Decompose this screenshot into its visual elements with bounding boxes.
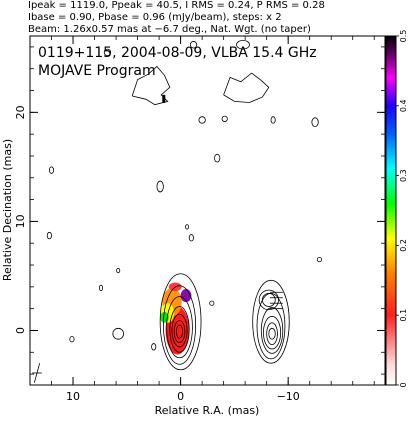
noise-contour — [214, 153, 221, 163]
plot-title: 0119+115, 2004-08-09, VLBA 15.4 GHz — [38, 45, 317, 61]
core-contour — [173, 320, 186, 343]
jet-contour — [266, 322, 278, 346]
jet-contour — [252, 279, 290, 364]
jet-contour — [263, 315, 282, 350]
y-axis-label: Relative Decination (mas) — [1, 139, 14, 281]
noise-contour — [189, 41, 198, 49]
jet-contour — [258, 289, 279, 311]
colorbar-ticks: 0 0.1 0.2 0.3 0.4 0.5 — [396, 30, 408, 388]
axis-ticks: 10 0 −10 0 10 20 — [14, 36, 385, 403]
jet-contour — [260, 307, 284, 354]
core-contour — [159, 273, 202, 371]
extended-contour — [131, 65, 171, 106]
core-contour — [171, 313, 188, 348]
colorbar-tick-label: 0.4 — [399, 99, 408, 112]
extended-contour-inner — [162, 94, 166, 103]
colorbar-gradient — [385, 35, 397, 386]
noise-contour — [209, 300, 215, 306]
plot-area: 0119+115, 2004-08-09, VLBA 15.4 GHz MOJA… — [14, 35, 386, 403]
colorbar: 0 0.1 0.2 0.3 0.4 0.5 — [385, 30, 408, 388]
noise-contour — [151, 343, 157, 351]
plot-frame — [29, 35, 386, 386]
contour-map — [32, 39, 322, 383]
core-contour — [169, 306, 190, 353]
noise-contour — [311, 117, 319, 127]
y-tick-label: 0 — [14, 327, 27, 334]
noise-contour — [236, 39, 250, 50]
plot-subtitle: MOJAVE Program — [38, 63, 156, 79]
x-tick-label: −10 — [277, 390, 300, 403]
header-line-2: Ibase = 0.90, Pbase = 0.96 (mJy/beam), s… — [28, 12, 282, 23]
core-contour — [175, 324, 184, 339]
noise-contour — [69, 336, 75, 343]
jet-contour — [261, 292, 276, 307]
noise-contour — [198, 116, 206, 124]
core-contour — [166, 296, 193, 359]
y-tick-label: 20 — [14, 105, 27, 119]
extended-contour — [223, 72, 270, 103]
noise-contour — [112, 327, 124, 340]
core-contour — [162, 285, 197, 365]
noise-contour — [316, 256, 322, 263]
x-tick-label: 0 — [177, 390, 184, 403]
colorbar-tick-label: 0.5 — [399, 30, 408, 43]
noise-contour — [221, 115, 228, 123]
x-tick-label: 10 — [66, 390, 80, 403]
header-line-1: Ipeak = 1119.0, Ppeak = 40.5, I RMS = 0.… — [28, 0, 325, 11]
jet-contour — [268, 327, 276, 340]
noise-contour — [185, 224, 190, 230]
colorbar-tick-label: 0.1 — [399, 309, 408, 322]
y-tick-label: 10 — [14, 214, 27, 228]
noise-contour — [270, 116, 276, 124]
noise-contour — [46, 231, 52, 240]
noise-contour — [98, 284, 104, 292]
noise-contour — [103, 48, 112, 57]
noise-contour — [116, 267, 121, 274]
noise-contour — [188, 234, 194, 242]
colorbar-tick-label: 0 — [399, 382, 408, 387]
colorbar-tick-label: 0.3 — [399, 169, 408, 182]
header-line-3: Beam: 1.26x0.57 mas at −6.7 deg., Nat. W… — [28, 24, 311, 35]
noise-contour — [156, 180, 164, 193]
colorbar-tick-label: 0.2 — [399, 239, 408, 252]
x-axis-label: Relative R.A. (mas) — [155, 404, 260, 417]
noise-contour — [48, 166, 55, 174]
